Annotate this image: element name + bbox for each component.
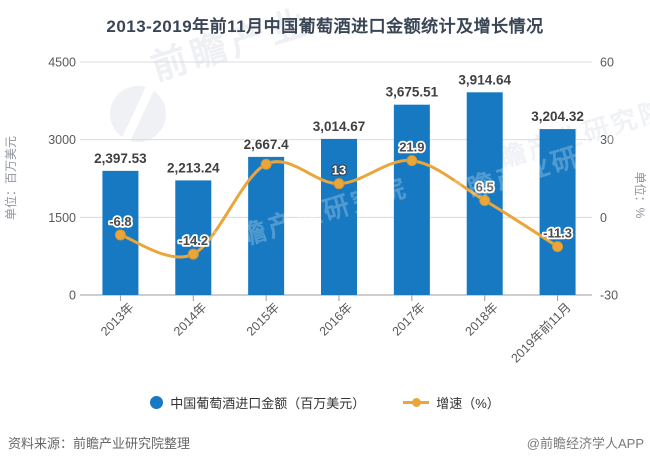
left-axis-tick: 3000	[48, 133, 76, 147]
legend: 中国葡萄酒进口金额（百万美元） 增速（%）	[0, 393, 650, 412]
line-point	[406, 155, 418, 167]
line-value-label: 13	[332, 163, 346, 178]
credit-note: @前瞻经济学人APP	[526, 436, 644, 451]
line-point	[187, 248, 199, 260]
bar-2014年	[175, 180, 212, 295]
bar-2017年	[393, 104, 430, 295]
bar-2015年	[248, 156, 285, 295]
chart-title: 2013-2019年前11月中国葡萄酒进口金额统计及增长情况	[106, 17, 544, 36]
bar-value-label: 3,914.64	[458, 72, 511, 87]
footer: 资料来源：前瞻产业研究院整理 @前瞻经济学人APP	[8, 433, 644, 452]
legend-bar-label: 中国葡萄酒进口金额（百万美元）	[170, 396, 366, 411]
line-point	[479, 195, 491, 207]
left-axis-title: 单位：百万美元	[3, 136, 18, 220]
legend-item-bar: 中国葡萄酒进口金额（百万美元）	[150, 393, 365, 412]
right-axis-tick: 30	[600, 133, 614, 147]
left-axis-tick: 1500	[48, 211, 76, 225]
bar-value-label: 3,014.67	[313, 119, 366, 134]
legend-line-marker-icon	[403, 398, 430, 407]
chart-svg: 0 1500 3000 4500 -30 0 30 60 2013年 2014年 2015年 2016…	[3, 56, 648, 366]
legend-line-label: 增速（%）	[436, 396, 500, 411]
bar-value-label: 2,667.4	[244, 137, 290, 152]
line-value-label: -14.2	[178, 233, 208, 248]
line-point	[114, 229, 126, 241]
line-point	[333, 178, 345, 190]
left-axis-tick: 0	[69, 289, 76, 303]
x-axis-label: 2017年	[390, 300, 428, 338]
line-point	[552, 241, 564, 253]
bar-value-label: 3,204.32	[531, 109, 584, 124]
line-point	[260, 158, 272, 170]
legend-item-line: 增速（%）	[403, 393, 500, 412]
x-axis-label: 2014年	[171, 300, 209, 338]
x-axis-label: 2013年	[98, 300, 136, 338]
x-axis-label: 2018年	[462, 300, 500, 338]
right-axis-tick: 60	[600, 56, 614, 70]
source-note: 资料来源：前瞻产业研究院整理	[8, 436, 191, 451]
right-axis-tick: -30	[600, 289, 618, 303]
x-axis-label: 2019年前11月	[508, 300, 574, 366]
right-axis-tick: 0	[600, 211, 607, 225]
line-value-label: 6.5	[476, 180, 494, 195]
bar-value-label: 3,675.51	[386, 85, 439, 100]
legend-bar-marker-icon	[150, 396, 164, 409]
bar-value-label: 2,213.24	[167, 160, 220, 175]
right-axis-title: 单位：%	[633, 172, 648, 219]
line-value-label: -11.3	[543, 226, 572, 241]
bar-value-label: 2,397.53	[94, 151, 147, 166]
bar-2016年	[321, 138, 357, 295]
bar-2019年前11月	[539, 129, 576, 295]
line-value-label: -6.8	[109, 214, 131, 229]
left-axis-tick: 4500	[48, 56, 76, 70]
x-axis-label: 2015年	[244, 300, 282, 338]
line-value-label: 21.9	[399, 140, 424, 155]
x-axis-label: 2016年	[317, 300, 355, 338]
